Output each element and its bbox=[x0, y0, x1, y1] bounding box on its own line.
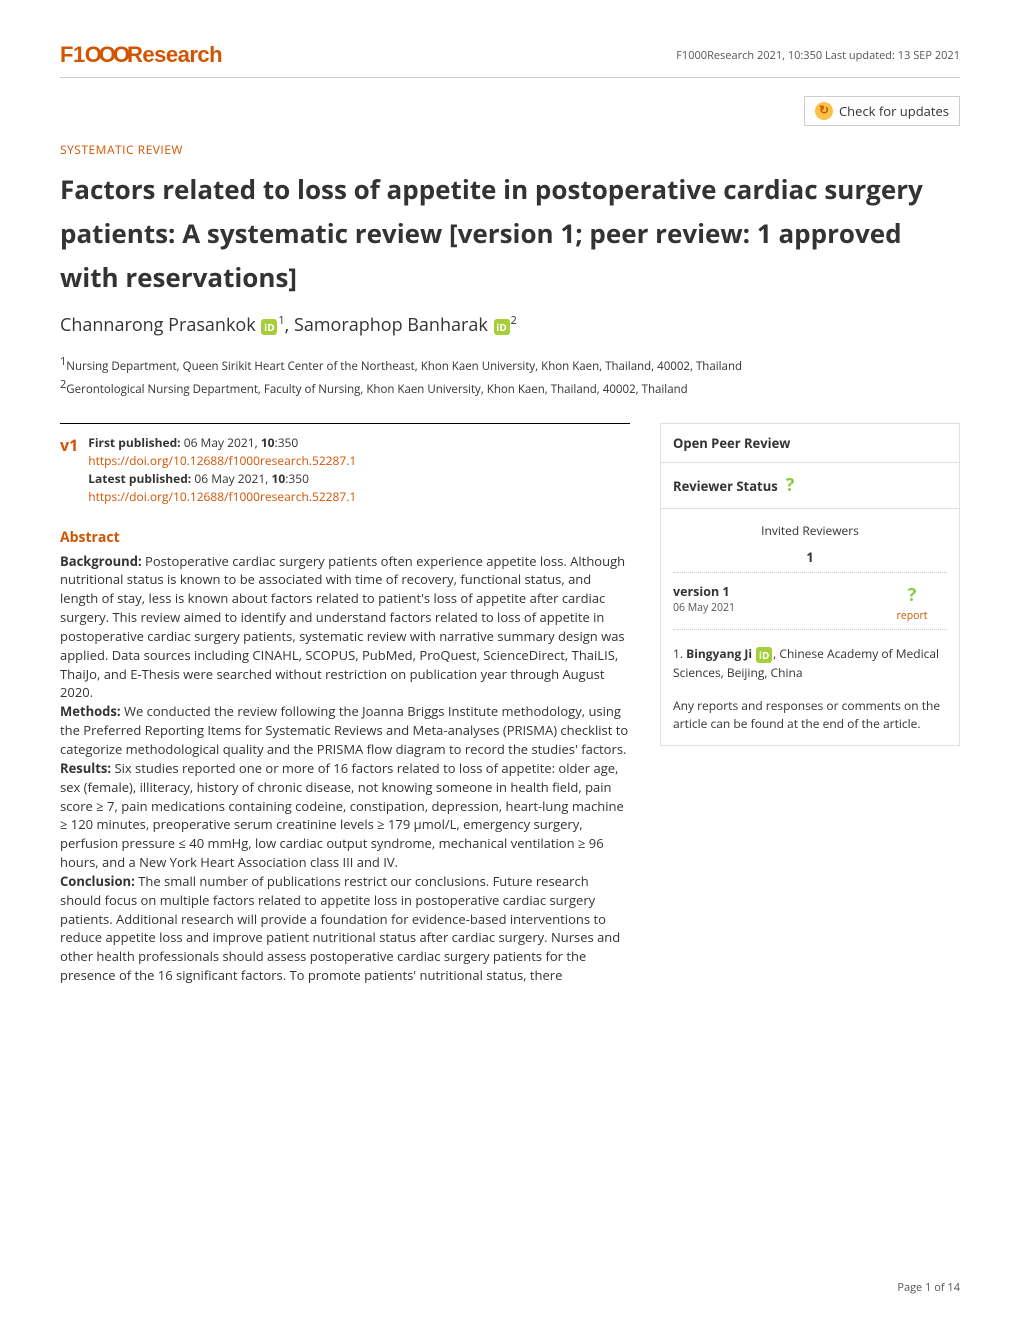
logo-prefix: F1 bbox=[60, 42, 85, 67]
author-name: Samoraphop Banharak bbox=[294, 313, 488, 337]
orcid-icon[interactable] bbox=[261, 319, 277, 335]
journal-logo: F1OOOResearch bbox=[60, 40, 222, 71]
background-label: Background: bbox=[60, 552, 145, 570]
check-for-updates-button[interactable]: Check for updates bbox=[804, 96, 960, 126]
logo-circles: OOO bbox=[85, 42, 127, 67]
version-date: 06 May 2021 bbox=[673, 601, 735, 616]
reviewer-number: 1. bbox=[673, 645, 686, 662]
methods-text: We conducted the review following the Jo… bbox=[60, 702, 628, 758]
page-number: Page 1 of 14 bbox=[897, 1280, 960, 1295]
abstract-body: Background: Postoperative cardiac surger… bbox=[60, 552, 630, 985]
reviewer-item: 1. Bingyang Ji , Chinese Academy of Medi… bbox=[661, 634, 959, 688]
first-pub-vol: 10 bbox=[261, 434, 275, 451]
reviewer-status-label: Reviewer Status bbox=[673, 477, 778, 495]
reviewer-name: Bingyang Ji bbox=[686, 645, 752, 662]
refresh-icon bbox=[815, 102, 833, 120]
version-info: version 1 06 May 2021 bbox=[673, 583, 735, 615]
publication-info-box: v1 First published: 06 May 2021, 10:350 … bbox=[60, 423, 630, 506]
version-row: version 1 06 May 2021 ? report bbox=[673, 573, 947, 630]
right-column: Open Peer Review Reviewer Status ? Invit… bbox=[660, 423, 960, 746]
first-pub-doi-link[interactable]: https://doi.org/10.12688/f1000research.5… bbox=[88, 452, 356, 470]
affiliation-list: 1Nursing Department, Queen Sirikit Heart… bbox=[60, 353, 960, 399]
abstract-heading: Abstract bbox=[60, 528, 630, 548]
latest-pub-issue: :350 bbox=[285, 470, 309, 487]
affiliation-text: Nursing Department, Queen Sirikit Heart … bbox=[66, 358, 742, 373]
question-mark-icon: ? bbox=[877, 583, 947, 608]
first-published: First published: 06 May 2021, 10:350 bbox=[88, 434, 356, 452]
background-text: Postoperative cardiac surgery patients o… bbox=[60, 552, 625, 702]
logo-suffix: Research bbox=[127, 42, 222, 67]
question-mark-icon: ? bbox=[786, 473, 795, 498]
author-list: Channarong Prasankok 1, Samoraphop Banha… bbox=[60, 313, 960, 338]
first-pub-date: 06 May 2021, bbox=[181, 434, 261, 451]
author-name: Channarong Prasankok bbox=[60, 313, 256, 337]
report-link[interactable]: report bbox=[877, 609, 947, 624]
author-affiliation-ref: 1 bbox=[278, 313, 284, 328]
latest-pub-vol: 10 bbox=[271, 470, 285, 487]
article-title: Factors related to loss of appetite in p… bbox=[60, 167, 960, 300]
latest-pub-date: 06 May 2021, bbox=[191, 470, 271, 487]
conclusion-text: The small number of publications restric… bbox=[60, 872, 620, 984]
affiliation: 1Nursing Department, Queen Sirikit Heart… bbox=[60, 353, 960, 376]
first-pub-label: First published: bbox=[88, 434, 180, 451]
reviewer-column-number: 1 bbox=[673, 548, 947, 573]
latest-pub-doi-link[interactable]: https://doi.org/10.12688/f1000research.5… bbox=[88, 488, 356, 506]
article-type: SYSTEMATIC REVIEW bbox=[60, 142, 960, 159]
peer-review-heading: Open Peer Review bbox=[661, 424, 959, 463]
latest-published: Latest published: 06 May 2021, 10:350 bbox=[88, 470, 356, 488]
orcid-icon[interactable] bbox=[494, 319, 510, 335]
peer-footer-text: Any reports and responses or comments on… bbox=[661, 689, 959, 745]
orcid-icon[interactable] bbox=[756, 647, 772, 663]
author-affiliation-ref: 2 bbox=[511, 313, 517, 328]
results-label: Results: bbox=[60, 759, 114, 777]
affiliation-text: Gerontological Nursing Department, Facul… bbox=[66, 382, 687, 397]
peer-review-box: Open Peer Review Reviewer Status ? Invit… bbox=[660, 423, 960, 746]
results-text: Six studies reported one or more of 16 f… bbox=[60, 759, 624, 871]
publication-details: First published: 06 May 2021, 10:350 htt… bbox=[88, 434, 356, 506]
invited-reviewers-label: Invited Reviewers bbox=[673, 519, 947, 548]
conclusion-label: Conclusion: bbox=[60, 872, 138, 890]
first-pub-issue: :350 bbox=[275, 434, 299, 451]
check-updates-label: Check for updates bbox=[839, 102, 949, 120]
version-badge: v1 bbox=[60, 434, 78, 506]
version-status: ? report bbox=[877, 583, 947, 623]
left-column: v1 First published: 06 May 2021, 10:350 … bbox=[60, 423, 630, 985]
methods-label: Methods: bbox=[60, 702, 124, 720]
latest-pub-label: Latest published: bbox=[88, 470, 191, 487]
reviewer-status-row: Reviewer Status ? bbox=[661, 463, 959, 509]
header-bar: F1OOOResearch F1000Research 2021, 10:350… bbox=[60, 40, 960, 78]
header-meta: F1000Research 2021, 10:350 Last updated:… bbox=[676, 48, 960, 63]
peer-review-table: Invited Reviewers 1 version 1 06 May 202… bbox=[661, 509, 959, 634]
affiliation: 2Gerontological Nursing Department, Facu… bbox=[60, 376, 960, 399]
version-label: version 1 bbox=[673, 583, 735, 601]
main-content: v1 First published: 06 May 2021, 10:350 … bbox=[60, 423, 960, 985]
